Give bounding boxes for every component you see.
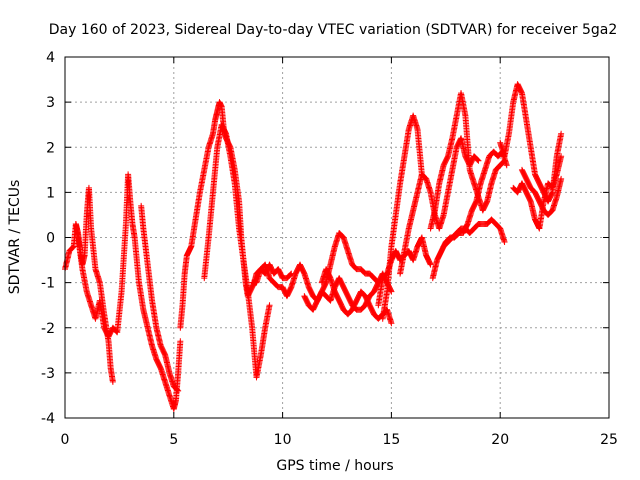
data-series-pass-17 — [518, 166, 565, 218]
data-point — [558, 175, 565, 182]
data-series-pass-14 — [440, 216, 508, 250]
y-tick-label: -3 — [41, 366, 55, 382]
y-axis-label: SDTVAR / TECUs — [7, 180, 23, 295]
data-point — [427, 261, 434, 268]
data-series-pass-6 — [249, 229, 382, 304]
data-point — [109, 378, 116, 385]
ticks-layer: 0 5 10 15 20 25 -4 -3 -2 -1 0 1 2 3 4 — [41, 50, 618, 448]
x-tick-label: 10 — [274, 432, 292, 448]
data-points-layer — [62, 81, 565, 412]
x-tick-label: 0 — [61, 432, 70, 448]
data-point — [388, 320, 395, 327]
chart-title: Day 160 of 2023, Sidereal Day-to-day VTE… — [49, 22, 618, 38]
data-series-pass-8 — [318, 266, 395, 327]
data-point — [175, 387, 182, 394]
data-point — [174, 387, 181, 394]
y-tick-label: -2 — [41, 321, 55, 337]
data-point — [501, 239, 508, 246]
x-tick-label: 25 — [600, 432, 618, 448]
data-point — [474, 157, 481, 164]
data-series-pass-5 — [201, 121, 273, 381]
data-series-pass-10 — [379, 112, 425, 322]
data-point — [475, 157, 482, 164]
x-tick-label: 15 — [382, 432, 400, 448]
y-tick-label: 0 — [46, 231, 55, 247]
data-series-pass-15 — [497, 81, 565, 205]
data-point — [558, 130, 565, 137]
y-tick-label: 1 — [46, 185, 55, 201]
data-point — [177, 338, 184, 345]
data-point — [558, 153, 565, 160]
x-tick-label: 5 — [169, 432, 178, 448]
y-tick-label: -4 — [41, 411, 55, 427]
x-tick-label: 20 — [491, 432, 509, 448]
data-series-pass-2 — [72, 171, 184, 412]
data-series-pass-12 — [427, 90, 508, 232]
data-series-pass-16 — [510, 153, 565, 232]
y-tick-label: 4 — [46, 50, 55, 66]
y-tick-label: 2 — [46, 140, 55, 156]
data-series-pass-3 — [138, 202, 182, 394]
y-tick-label: -1 — [41, 276, 55, 292]
x-axis-label: GPS time / hours — [276, 458, 393, 474]
data-point — [503, 162, 510, 169]
y-tick-label: 3 — [46, 95, 55, 111]
data-point — [266, 302, 273, 309]
